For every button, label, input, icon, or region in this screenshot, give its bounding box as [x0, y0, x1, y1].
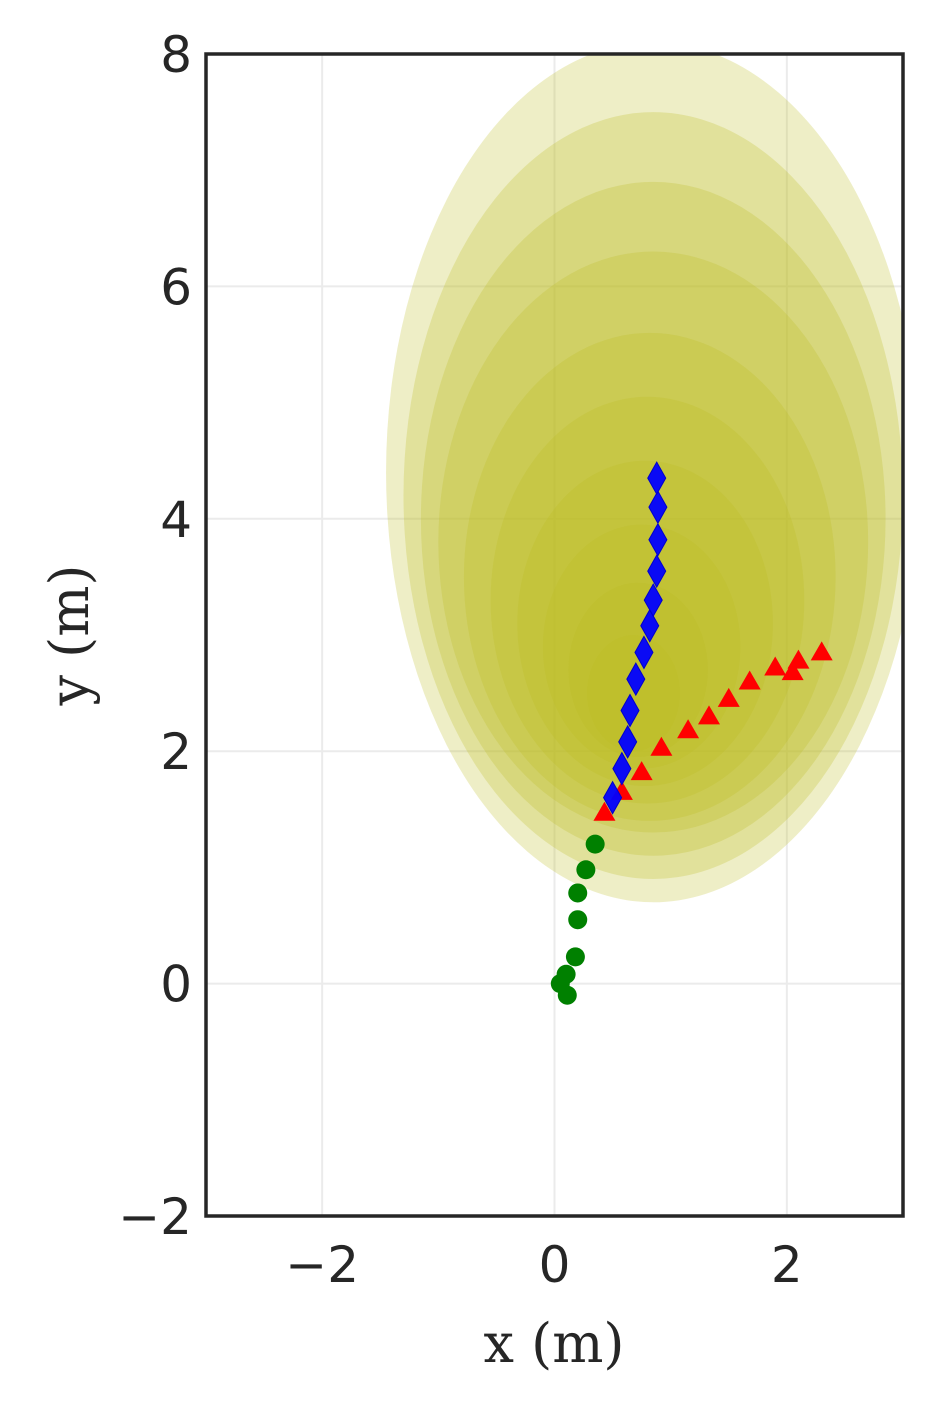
data-point-circle [585, 834, 605, 854]
data-point-circle [576, 860, 596, 880]
x-ticks: −2 0 2 [285, 1236, 802, 1294]
x-tick-label: −2 [285, 1236, 359, 1294]
y-tick-label: 6 [160, 258, 192, 316]
uncertainty-ellipse [587, 635, 680, 752]
data-point-circle [557, 985, 577, 1005]
data-point-triangle [810, 641, 833, 661]
y-tick-label: 2 [160, 723, 192, 781]
x-tick-label: 0 [539, 1236, 571, 1294]
data-point-circle [568, 883, 588, 903]
uncertainty-ellipse [420, 181, 886, 856]
plot-frame [204, 52, 905, 1218]
data-point-triangle [787, 649, 810, 669]
y-tick-label: 0 [160, 956, 192, 1014]
data-point-circle [565, 947, 585, 967]
data-point-triangle [781, 661, 804, 681]
y-tick-label: −2 [118, 1188, 192, 1246]
data-point-triangle [738, 670, 761, 690]
y-axis-label: y (m) [38, 564, 101, 706]
data-point-diamond [603, 780, 623, 815]
data-point-triangle [630, 761, 653, 781]
x-axis-label: x (m) [484, 1312, 625, 1375]
data-point-triangle [677, 719, 700, 739]
y-ticks: −2 0 2 4 6 8 [118, 26, 192, 1246]
data-point-circle [568, 910, 588, 930]
data-point-triangle [764, 656, 787, 676]
data-point-diamond [643, 583, 663, 618]
data-point-diamond [612, 751, 632, 786]
data-point-triangle [698, 705, 721, 725]
data-point-diamond [634, 635, 654, 670]
data-point-diamond [647, 554, 667, 589]
data-point-triangle [593, 801, 616, 821]
data-point-diamond [626, 662, 646, 697]
uncertainty-ellipse [386, 54, 903, 903]
uncertainty-ellipse [463, 332, 836, 821]
data-point-diamond [640, 608, 660, 643]
x-tick-label: 2 [771, 1236, 803, 1294]
y-tick-label: 4 [160, 491, 192, 549]
data-point-circle [556, 964, 576, 984]
data-markers [550, 461, 833, 1005]
data-point-triangle [650, 736, 673, 756]
data-point-diamond [647, 461, 667, 496]
y-tick-label: 8 [160, 26, 192, 84]
uncertainty-ellipse [403, 112, 903, 880]
data-point-diamond [620, 693, 640, 728]
data-point-diamond [618, 724, 638, 759]
data-point-triangle [717, 687, 740, 707]
data-point-diamond [648, 490, 668, 525]
data-point-diamond [648, 522, 668, 557]
